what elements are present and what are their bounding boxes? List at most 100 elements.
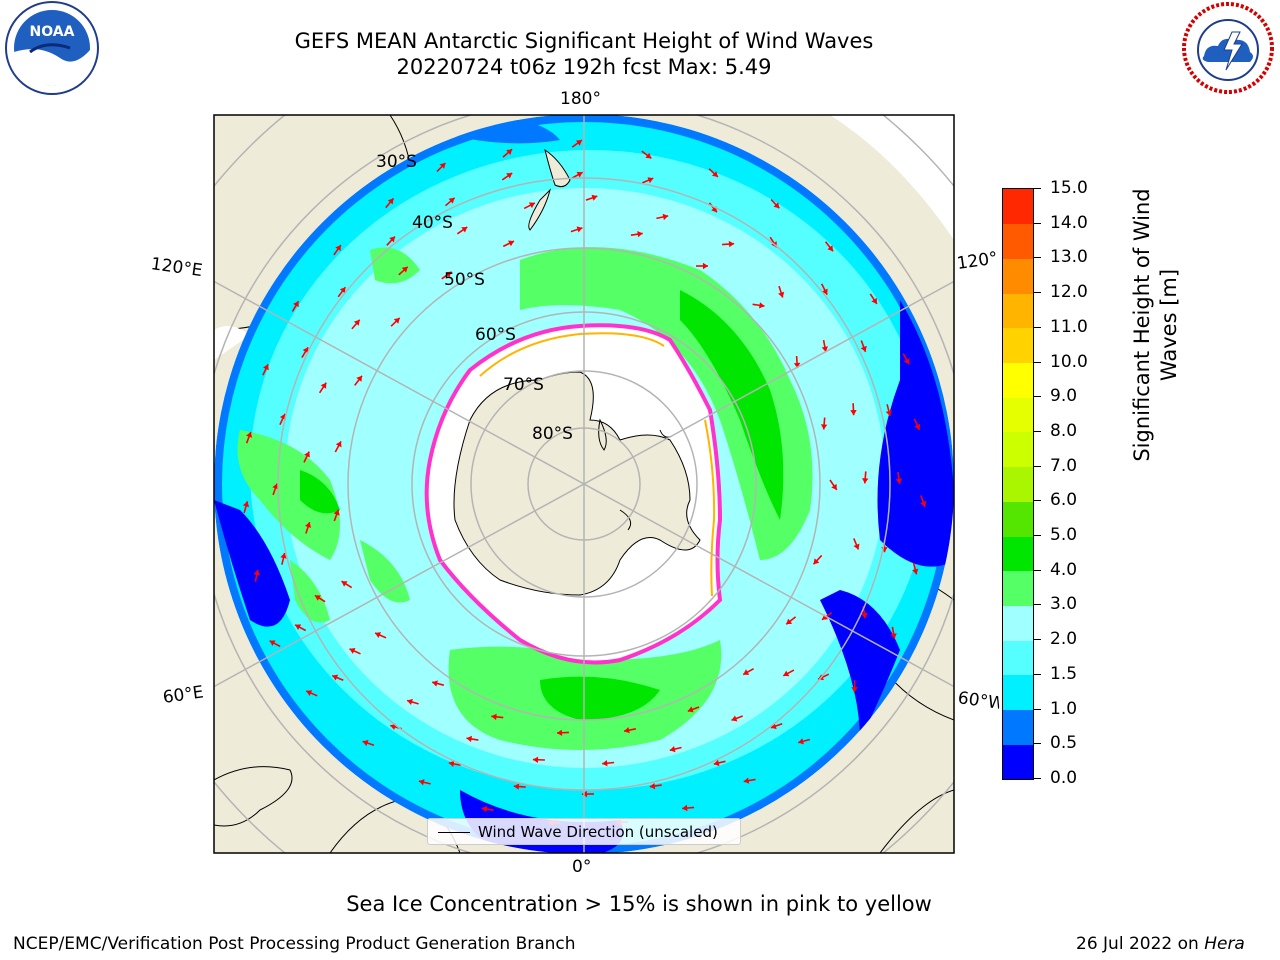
wave-direction-arrowhead [914, 423, 921, 430]
wave-direction-arrowhead [895, 478, 903, 484]
wave-direction-arrowhead [341, 581, 348, 587]
colorbar-tick-label: 7.0 [1050, 455, 1078, 476]
wave-direction-arrowhead [912, 568, 919, 575]
colorbar-tick [1034, 396, 1041, 398]
colorbar-tick [1034, 222, 1041, 224]
chart-title: GEFS MEAN Antarctic Significant Height o… [294, 29, 874, 53]
wave-direction-arrowhead [821, 288, 828, 295]
wave-direction-arrowhead [506, 149, 513, 155]
wave-direction-arrowhead [389, 236, 395, 243]
map-frame [213, 114, 955, 854]
wave-direction-arrowhead [314, 595, 321, 601]
colorbar-label: Significant Height of Wind Waves [m] [1130, 188, 1181, 462]
colorbar-segment [1003, 223, 1033, 259]
wave-direction-arrowhead [302, 347, 309, 354]
wave-direction-arrowhead [362, 740, 369, 747]
colorbar-tick-label: 9.0 [1050, 386, 1078, 407]
wave-direction-arrowhead [439, 163, 446, 169]
noaa-logo: NOAA [5, 1, 99, 95]
wave-direction-arrowhead [624, 727, 630, 734]
wave-direction-arrowhead [759, 302, 765, 309]
wave-direction-arrowhead [793, 362, 801, 369]
wave-direction-arrowhead [576, 226, 583, 233]
colorbar-segment [1003, 327, 1033, 364]
wave-direction-arrowhead [576, 140, 582, 146]
colorbar-segment [1003, 674, 1033, 711]
wave-direction-arrowhead [306, 690, 313, 696]
colorbar-segment [1003, 570, 1033, 606]
wave-direction-arrowhead [920, 500, 927, 507]
colorbar-tick [1034, 778, 1041, 779]
colorbar-tick [1034, 361, 1041, 363]
wave-direction-arrowhead [820, 424, 828, 430]
wave-direction-arrowhead [860, 345, 867, 352]
wave-direction-arrowhead [822, 614, 828, 620]
wave-direction-arrowhead [390, 723, 396, 730]
wave-direction-arrowhead [513, 783, 520, 790]
wave-direction-arrowhead [557, 729, 563, 736]
wave-direction-arrowhead [871, 297, 877, 304]
wave-direction-arrowhead [770, 723, 777, 730]
wave-direction-arrowhead [885, 410, 892, 416]
wave-direction-arrowhead [242, 501, 250, 508]
colorbar-tick-label: 2.0 [1050, 629, 1078, 650]
colorbar-tick [1034, 604, 1041, 606]
colorbar-segment [1003, 640, 1033, 676]
wave-direction-arrowhead [647, 177, 654, 184]
wave-direction-arrowhead [272, 483, 279, 490]
antarctica-land [453, 371, 701, 596]
sea-ice-note: Sea Ice Concentration > 15% is shown in … [346, 892, 932, 916]
wave-direction-arrowhead [743, 777, 750, 784]
wave-direction-arrowhead [481, 805, 488, 813]
longitude-label-0: 0° [572, 857, 592, 877]
wave-direction-arrowhead [669, 746, 676, 753]
wave-direction-arrowhead [506, 173, 513, 179]
wave-direction-arrowhead [532, 756, 539, 763]
wave-direction-arrowhead [743, 669, 750, 675]
wave-direction-arrowhead [508, 240, 514, 247]
legend-label: Wind Wave Direction (unscaled) [478, 823, 718, 841]
wave-direction-arrowhead [850, 410, 857, 416]
wave-direction-arrowhead [461, 227, 468, 233]
wave-direction-arrowhead [662, 213, 669, 221]
colorbar-tick-label: 6.0 [1050, 490, 1078, 511]
wave-direction-arrowhead [375, 632, 381, 638]
longitude-label-180: 180° [560, 89, 601, 109]
nws-logo [1182, 2, 1274, 94]
wave-direction-arrowhead [861, 612, 868, 619]
wave-direction-arrowhead [712, 171, 718, 177]
wave-direction-arrowhead [335, 245, 341, 252]
colorbar-tick [1034, 465, 1041, 467]
wave-direction-arrowhead [773, 202, 780, 209]
wave-direction-arrowhead [335, 441, 342, 448]
wave-direction-arrowhead [682, 804, 688, 812]
wave-direction-arrowhead [448, 197, 455, 204]
colorbar-segment [1003, 466, 1033, 502]
colorbar-tick-label: 4.0 [1050, 559, 1078, 580]
wave-direction-arrowhead [339, 287, 346, 294]
colorbar-segment [1003, 709, 1033, 745]
colorbar-segment [1003, 744, 1033, 780]
colorbar-tick [1034, 639, 1041, 641]
wave-direction-arrowhead [353, 319, 360, 326]
wave-direction-arrowhead [827, 245, 833, 252]
footer-date: 26 Jul 2022 on Hera [1076, 933, 1245, 955]
wave-direction-arrowhead [853, 543, 860, 550]
wave-direction-arrowhead [320, 382, 327, 389]
colorbar-segment [1003, 536, 1033, 572]
wave-direction-arrowhead [332, 674, 339, 681]
colorbar-segment [1003, 362, 1033, 398]
colorbar-segment [1003, 293, 1033, 329]
wave-direction-arrowhead [418, 779, 425, 786]
wave-direction-arrowhead [728, 240, 735, 248]
colorbar-tick [1034, 743, 1041, 745]
wave-direction-arrowhead [280, 553, 287, 559]
colorbar-tick [1034, 500, 1041, 502]
wave-direction-arrowhead [831, 483, 837, 490]
wave-direction-arrowhead [279, 413, 286, 420]
footer-date-text: 26 Jul 2022 on [1076, 934, 1205, 954]
latitude-label-30s: 30°S [376, 152, 417, 172]
wave-direction-arrowhead [576, 171, 583, 178]
wave-direction-arrowhead [798, 738, 804, 745]
colorbar-segment [1003, 605, 1033, 641]
